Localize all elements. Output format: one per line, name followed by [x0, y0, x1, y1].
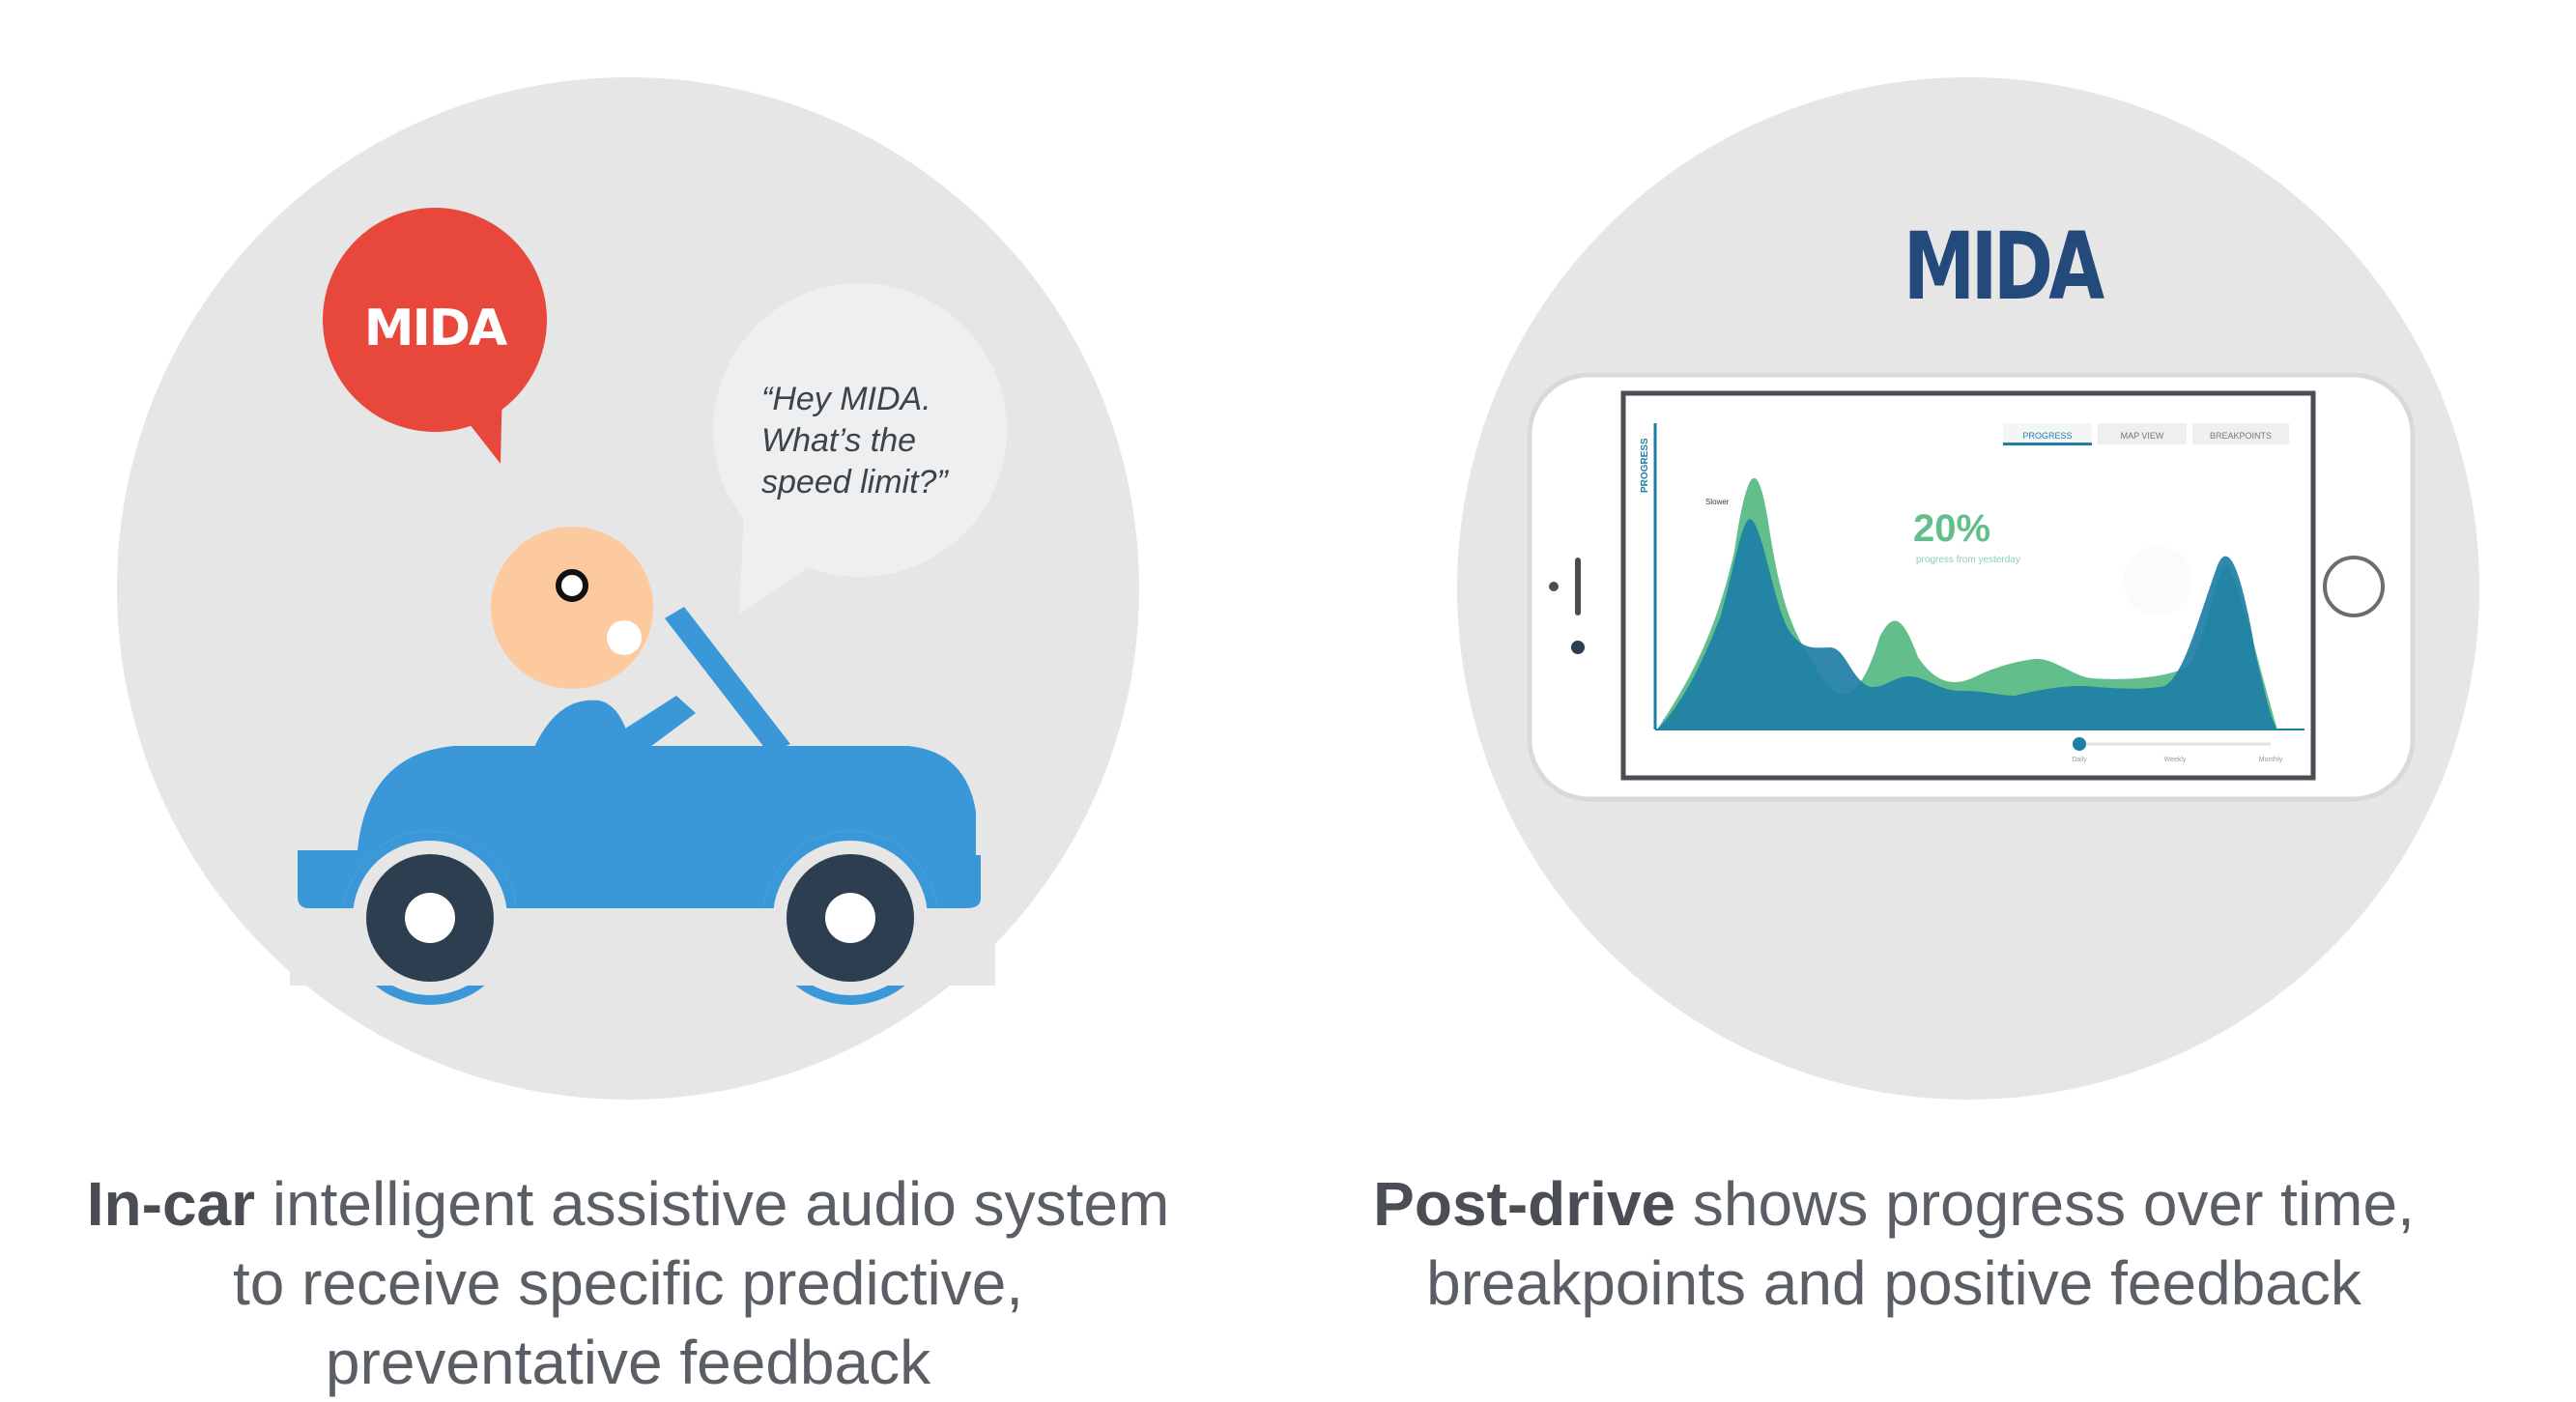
driver-quote: “Hey MIDA. What’s the speed limit?” — [761, 379, 948, 503]
screen-tabs: PROGRESS MAP VIEW BREAKPOINTS — [2003, 423, 2289, 445]
home-button — [2323, 556, 2385, 617]
car-illustration — [290, 527, 995, 1005]
driver-face — [491, 527, 653, 689]
y-axis-label: PROGRESS — [1640, 438, 1650, 493]
slider-handle — [2073, 737, 2086, 751]
area-today — [1657, 519, 2277, 730]
left-caption-bold: In-car — [86, 1169, 256, 1239]
peak-label: Slower — [1705, 498, 1730, 506]
left-caption-text: intelligent assistive audio system to re… — [232, 1169, 1170, 1397]
quote-speech-bubble — [713, 283, 1007, 614]
right-caption-text: shows progress over time, breakpoints an… — [1426, 1169, 2415, 1318]
time-range-slider[interactable]: Daily Weekly Monthly — [2072, 737, 2283, 763]
tab-breakpoints: BREAKPOINTS — [2210, 431, 2272, 441]
mida-speech-bubble: MIDA — [323, 208, 547, 464]
right-caption: Post-drive shows progress over time, bre… — [1285, 1164, 2503, 1323]
slider-option-monthly: Monthly — [2259, 757, 2283, 763]
tab-progress: PROGRESS — [2022, 431, 2072, 441]
quote-line-2: What’s the — [761, 422, 917, 459]
driver-torso — [531, 700, 633, 754]
quote-line-3: speed limit?” — [761, 464, 948, 501]
driver-cheek — [607, 620, 642, 655]
progress-screen: PROGRESS MAP VIEW BREAKPOINTS PROGRESS Y… — [1640, 423, 2304, 763]
slider-option-daily: Daily — [2072, 757, 2087, 763]
quote-line-1: “Hey MIDA. — [761, 381, 931, 417]
mida-logo-title: MIDA — [1903, 213, 2104, 321]
progress-stat-value: 20% — [1913, 507, 1990, 550]
left-caption: In-car intelligent assistive audio syste… — [58, 1164, 1198, 1402]
mida-bubble-label: MIDA — [364, 300, 507, 358]
progress-stat-caption: progress from yesterday — [1916, 555, 2020, 565]
right-caption-bold: Post-drive — [1373, 1169, 1676, 1239]
windshield — [665, 607, 790, 754]
driver-eye — [556, 569, 588, 602]
tab-map-view: MAP VIEW — [2121, 431, 2164, 441]
slider-option-weekly: Weekly — [2164, 757, 2187, 763]
